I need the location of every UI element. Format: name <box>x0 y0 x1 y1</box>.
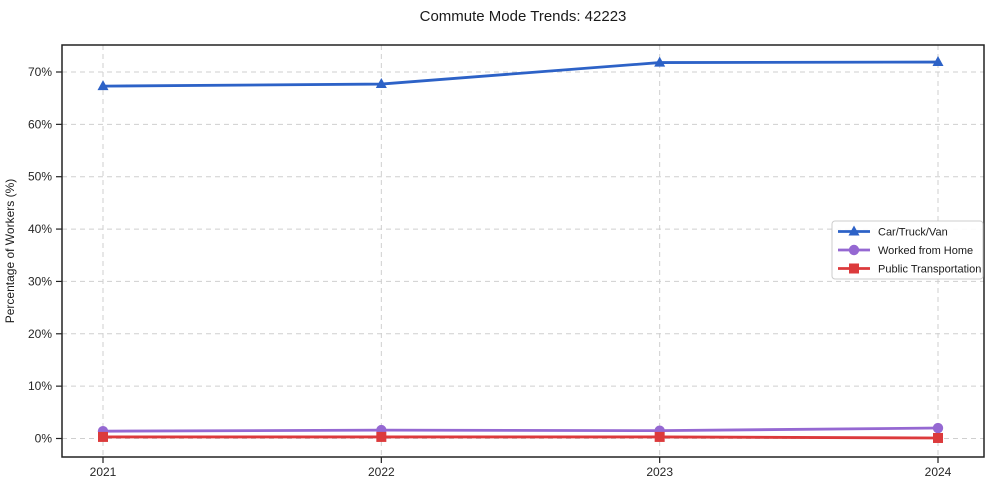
y-tick-label: 10% <box>28 379 52 393</box>
y-axis-label: Percentage of Workers (%) <box>3 179 17 324</box>
legend-item-label: Worked from Home <box>878 245 973 257</box>
series-line <box>101 60 940 88</box>
y-tick-label: 20% <box>28 327 52 341</box>
y-tick-label: 30% <box>28 274 52 288</box>
series-marker <box>933 432 943 443</box>
y-tick-label: 0% <box>35 432 53 446</box>
series-marker <box>98 431 108 442</box>
series-line <box>101 435 940 440</box>
chart-title: Commute Mode Trends: 42223 <box>419 8 627 25</box>
legend-item-label: Car/Truck/Van <box>878 227 948 239</box>
y-tick-label: 60% <box>28 117 52 131</box>
series-marker <box>932 422 944 434</box>
series-line <box>101 426 940 433</box>
series-marker <box>97 80 109 91</box>
legend-sample-marker <box>848 225 860 236</box>
x-tick-label: 2024 <box>925 465 952 479</box>
x-tick-label: 2023 <box>646 465 673 479</box>
series-marker <box>376 431 387 442</box>
series-marker <box>654 56 666 67</box>
plot-border <box>61 44 985 458</box>
legend-box <box>831 220 984 280</box>
y-tick-label: 50% <box>28 170 52 184</box>
y-tick-label: 40% <box>28 222 52 236</box>
series-marker <box>375 78 387 89</box>
legend-sample-marker <box>849 263 859 274</box>
series-marker <box>654 431 665 442</box>
y-tick-label: 70% <box>28 65 52 79</box>
series-marker <box>932 56 944 67</box>
x-tick-label: 2022 <box>368 465 395 479</box>
legend-sample-marker <box>848 244 860 256</box>
legend-item-label: Public Transportation <box>878 264 981 276</box>
x-tick-label: 2021 <box>90 465 117 479</box>
